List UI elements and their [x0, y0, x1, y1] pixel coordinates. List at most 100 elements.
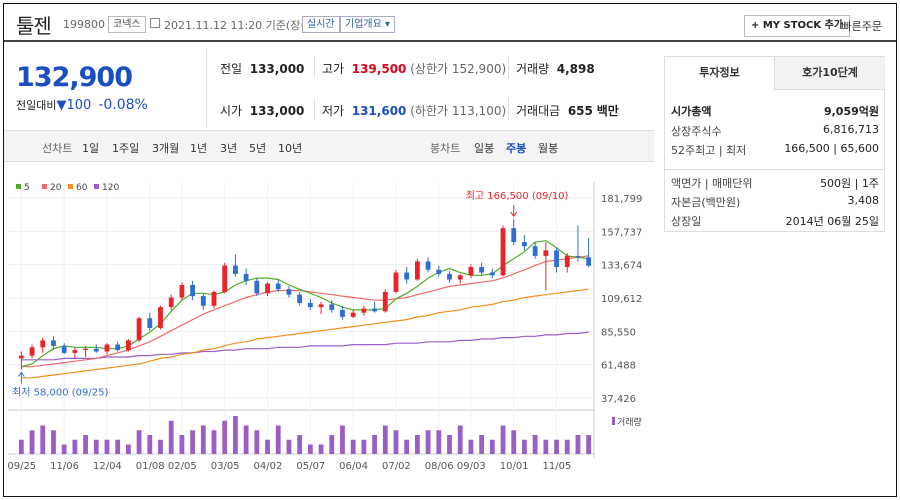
candle-body [211, 291, 217, 306]
volume-bar [307, 444, 313, 454]
low-value: 131,600 [351, 104, 407, 118]
candle-daily[interactable]: 일봉 [474, 142, 495, 155]
candle-body [147, 318, 153, 328]
candle-body [286, 289, 292, 295]
legend-label: 120 [102, 183, 119, 193]
low-price: 저가 131,600 (하한가 113,100) [322, 102, 506, 119]
volume-bar [51, 430, 56, 454]
invest-row: 시가총액 9,059억원 [671, 103, 879, 119]
volume-bar [83, 435, 88, 454]
candle-body [51, 340, 56, 346]
tab-hoga-10[interactable]: 호가10단계 [775, 57, 885, 90]
x-tick-label: 04/02 [254, 461, 283, 472]
period-3y[interactable]: 3년 [220, 142, 238, 155]
low-annotation: 최저 58,000 (09/25) [12, 386, 108, 398]
legend-label: 5 [24, 183, 30, 193]
volume: 거래량 4,898 [516, 60, 595, 77]
candle-weekly[interactable]: 주봉 [506, 142, 527, 155]
candle-body [168, 297, 174, 308]
period-3m[interactable]: 3개월 [152, 142, 180, 155]
price-chart: 181,799 157,737 133,674 109,612 85,550 61,488… [7, 182, 642, 472]
candle-body [393, 272, 399, 292]
datetime-value: 2021.11.12 11:20 [164, 19, 263, 32]
candle-body [190, 284, 196, 297]
period-1w[interactable]: 1주일 [112, 142, 140, 155]
volume-bar [72, 439, 78, 454]
candle-body [575, 255, 581, 258]
candle-body [265, 283, 270, 294]
candle-body [136, 318, 142, 341]
x-tick-label: 02/05 [168, 461, 197, 472]
candle-body [93, 348, 99, 352]
volume-bar [554, 439, 559, 454]
candle-body [382, 291, 388, 312]
invest-row: 상장일 2014년 06월 25일 [671, 213, 879, 229]
candle-body [275, 283, 281, 290]
volume-bar [18, 439, 24, 454]
period-1y[interactable]: 1년 [190, 142, 208, 155]
realtime-button[interactable]: 실시간 [302, 16, 340, 33]
candle-body [243, 273, 249, 281]
candle-body [200, 296, 206, 306]
x-tick-label: 08/06 [425, 461, 454, 472]
candle-chart-label: 봉차트 [430, 142, 461, 155]
period-5y[interactable]: 5년 [249, 142, 267, 155]
volume-bar [222, 420, 228, 454]
candle-body [447, 273, 452, 280]
divider [508, 56, 509, 78]
volume-bar [522, 439, 527, 454]
invest-row-label: 상장주식수 [671, 125, 722, 138]
volume-bar [265, 439, 270, 454]
period-1d[interactable]: 1일 [82, 142, 100, 155]
high-price: 고가 139,500 (상한가 152,900) [322, 60, 506, 77]
legend-label: 20 [50, 183, 62, 193]
volume-bar [575, 435, 581, 454]
tab-invest-info[interactable]: 투자정보 [665, 57, 775, 90]
change-label: 전일대비 [16, 99, 57, 112]
legend-swatch [94, 184, 99, 189]
panel-divider [665, 169, 884, 170]
x-tick-label: 03/05 [211, 461, 240, 472]
add-mystock-button[interactable]: + MY STOCK 추가 [744, 15, 851, 37]
volume-bar [511, 430, 517, 454]
volume-bar [425, 430, 431, 454]
volume-label: 거래량 [617, 416, 642, 428]
candle-body [72, 350, 78, 353]
legend-swatch [68, 184, 73, 189]
y-tick-label: 133,674 [601, 261, 642, 272]
candle-body [61, 345, 67, 353]
volume-bar [158, 439, 163, 454]
stock-code: 199800 [63, 18, 105, 31]
ma120-line [21, 331, 589, 361]
candle-body [40, 340, 46, 348]
candle-body [404, 272, 410, 280]
invest-row-label: 액면가 | 매매단위 [671, 177, 753, 190]
invest-row-label: 시가총액 [671, 105, 712, 118]
volume-bar [500, 425, 506, 454]
candle-body [233, 265, 238, 274]
candle-body [115, 344, 121, 351]
amount-value: 655 [567, 104, 593, 118]
candle-body [425, 261, 431, 270]
divider [314, 56, 315, 78]
volume-bar [318, 444, 324, 454]
period-10y[interactable]: 10년 [278, 142, 303, 155]
candle-monthly[interactable]: 월봉 [538, 142, 559, 155]
volume-bar [61, 444, 67, 454]
open-price: 시가 133,000 [220, 102, 304, 119]
company-overview-dropdown[interactable]: 기업개요 ▾ [340, 16, 395, 33]
volume-bar [457, 425, 463, 454]
calendar-icon [150, 18, 160, 28]
volume-bar [93, 439, 99, 454]
invest-row: 52주최고 | 최저 166,500 | 65,600 [671, 142, 879, 158]
volume-bar [297, 435, 303, 454]
volume-bar [586, 435, 592, 454]
change-info: 전일대비▼100 -0.08% [16, 97, 148, 113]
volume-bar [468, 439, 474, 454]
quick-order-link[interactable]: 빠른주문 [841, 20, 882, 33]
volume-bar [29, 430, 35, 454]
candle-body [340, 309, 345, 317]
y-tick-label: 85,550 [601, 327, 636, 338]
invest-row-value: 500원 | 1주 [820, 177, 879, 190]
volume-legend-swatch [612, 417, 615, 425]
